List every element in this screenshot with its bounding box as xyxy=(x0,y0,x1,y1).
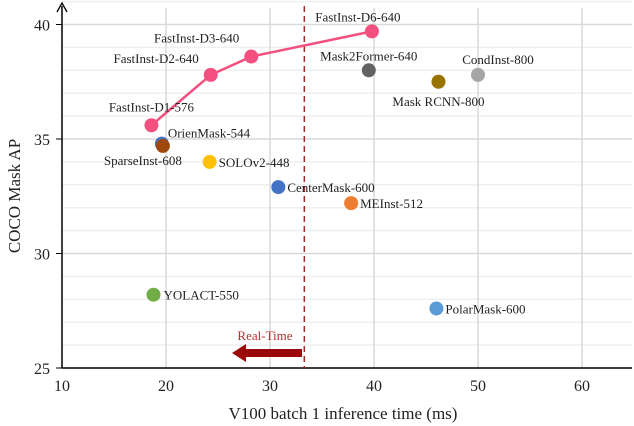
y-tick-label: 35 xyxy=(34,132,50,149)
label-sparseinst-608: SparseInst-608 xyxy=(104,153,182,168)
x-tick-label: 40 xyxy=(366,378,382,395)
axes xyxy=(56,1,632,369)
real-time-label: Real-Time xyxy=(237,328,292,343)
label-fastinst-d6-640: FastInst-D6-640 xyxy=(315,9,400,24)
label-fastinst-d2-640: FastInst-D2-640 xyxy=(114,51,199,66)
label-orienmask-544: OrienMask-544 xyxy=(168,126,251,141)
label-fastinst-d3-640: FastInst-D3-640 xyxy=(154,31,239,46)
point-centermask-600 xyxy=(271,180,286,195)
label-mask-rcnn-800: Mask RCNN-800 xyxy=(392,94,484,109)
point-mask2former-640 xyxy=(361,63,376,78)
grid xyxy=(62,0,632,368)
y-tick-label: 40 xyxy=(34,18,50,35)
x-axis-label: V100 batch 1 inference time (ms) xyxy=(229,404,458,423)
label-meinst-512: MEInst-512 xyxy=(360,196,423,211)
point-fastinst-d6-640 xyxy=(364,24,379,39)
x-tick-label: 60 xyxy=(574,378,590,395)
y-axis-label: COCO Mask AP xyxy=(5,139,24,253)
label-yolact-550: YOLACT-550 xyxy=(164,288,239,303)
annotations: Real-Time xyxy=(232,6,306,368)
point-fastinst-d3-640 xyxy=(244,49,259,64)
x-tick-label: 30 xyxy=(262,378,278,395)
point-fastinst-d2-640 xyxy=(203,67,218,82)
y-tick-label: 25 xyxy=(34,361,50,378)
fastinst-series-line xyxy=(150,30,373,127)
point-yolact-550 xyxy=(146,287,161,302)
label-centermask-600: CenterMask-600 xyxy=(287,180,374,195)
point-meinst-512 xyxy=(344,196,359,211)
tick-labels: 10 20 30 40 50 60 25 30 35 40 xyxy=(34,18,590,396)
point-mask-rcnn-800 xyxy=(431,74,446,89)
x-tick-label: 50 xyxy=(470,378,486,395)
label-condinst-800: CondInst-800 xyxy=(462,52,534,67)
point-condinst-800 xyxy=(471,67,485,82)
point-solov2-448 xyxy=(202,154,217,169)
point-polarmask-600 xyxy=(429,301,444,316)
real-time-arrow-icon xyxy=(232,344,302,362)
x-tick-label: 20 xyxy=(158,378,174,395)
y-axis-arrow-icon xyxy=(56,1,68,13)
point-fastinst-d1-576 xyxy=(144,118,159,133)
y-tick-label: 30 xyxy=(34,247,50,264)
label-fastinst-d1-576: FastInst-D1-576 xyxy=(109,99,195,114)
point-sparseinst-608 xyxy=(155,138,170,153)
label-polarmask-600: PolarMask-600 xyxy=(445,301,525,316)
data-points: FastInst-D1-576 FastInst-D2-640 FastInst-D… xyxy=(104,9,534,316)
label-solov2-448: SOLOv2-448 xyxy=(219,155,290,170)
x-tick-label: 10 xyxy=(54,378,70,395)
label-mask2former-640: Mask2Former-640 xyxy=(320,48,417,63)
